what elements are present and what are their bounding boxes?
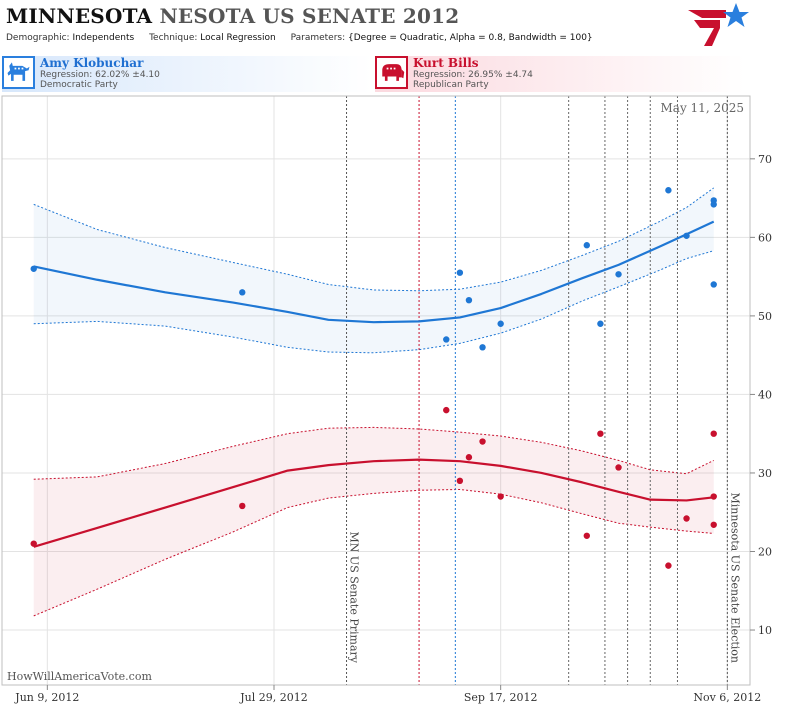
confidence-band [33,187,714,353]
poll-point [456,269,464,276]
poll-point [30,540,37,547]
poll-point [465,454,473,461]
poll-point [597,430,604,437]
band-lower-line [33,488,714,617]
x-tick-label: Jul 29, 2012 [239,691,308,704]
poll-point [479,344,486,351]
donkey-icon [2,56,35,89]
poll-chart: 10 20 30 40 50 60 70 Jun 9, 2012 Jul 29, 2012 Sep… [1,95,772,704]
param-parameters-value: {Degree = Quadratic, Alpha = 0.8, Bandwi… [348,33,593,43]
candidate-name-rep: Kurt Bills [413,56,479,70]
poll-point [665,187,672,194]
poll-point [30,265,37,272]
date-label: May 11, 2025 [661,101,744,115]
poll-point [597,320,604,327]
x-tick-label: Sep 17, 2012 [464,691,538,704]
y-tick-label: 30 [758,467,772,480]
poll-point [583,242,590,249]
poll-point [710,521,717,528]
candidate-party-rep: Republican Party [413,80,489,90]
poll-point [683,232,690,239]
y-tick-label: 10 [758,624,772,637]
poll-point [710,430,717,437]
y-tick-label: 20 [758,545,772,558]
band-upper-line [33,187,715,292]
parameters-line: Demographic: Independents Technique: Loc… [6,33,605,43]
elephant-icon [375,56,408,89]
poll-point [443,336,450,343]
candidate-regression-rep: Regression: 26.95% ±4.74 [413,70,533,80]
poll-point [456,477,464,485]
poll-point [615,271,622,278]
candidate-party-dem: Democratic Party [40,80,118,90]
poll-point [465,296,473,304]
y-tick-label: 40 [758,388,772,401]
candidate-card-republican: Kurt Bills Regression: 26.95% ±4.74 Repu… [375,56,745,92]
plot-frame [1,95,751,686]
title-rest: NESOTA US SENATE 2012 [159,4,460,28]
poll-point [479,438,486,445]
site-logo-icon [688,3,749,46]
poll-point [710,281,717,288]
title-state: MINNESOTA [6,4,153,28]
param-parameters-label: Parameters: [290,33,346,43]
regression-line [33,220,715,324]
poll-point [683,515,690,522]
page-title: MINNESOTA NESOTA US SENATE 2012 [6,4,459,28]
poll-point [583,532,590,539]
poll-point [710,197,717,204]
candidate-regression-dem: Regression: 62.02% ±4.10 [40,70,160,80]
annotation-label: Minnesota US Senate Election [728,493,741,663]
poll-point [443,406,450,414]
param-technique-value: Local Regression [200,33,276,43]
y-tick-label: 50 [758,310,772,323]
watermark: HowWillAmericaVote.com [7,670,152,683]
poll-point [497,320,504,327]
x-tick-label: Nov 6, 2012 [693,691,761,704]
band-upper-line [33,426,714,480]
poll-point [665,562,672,569]
candidate-name-dem: Amy Klobuchar [40,56,144,70]
poll-point [615,464,622,471]
poll-point [239,502,246,510]
regression-line [33,458,714,548]
param-demographic-value: Independents [72,33,135,43]
x-tick-label: Jun 9, 2012 [14,691,79,704]
poll-point [239,289,246,296]
annotation-label: MN US Senate Primary [348,532,361,664]
param-technique-label: Technique: [149,33,198,43]
poll-point [710,493,717,500]
band-lower-line [33,250,714,354]
poll-point [497,493,504,500]
y-tick-label: 60 [758,231,772,244]
candidate-card-democrat: Amy Klobuchar Regression: 62.02% ±4.10 D… [2,56,372,92]
param-demographic-label: Demographic: [6,33,70,43]
y-tick-label: 70 [758,153,772,166]
